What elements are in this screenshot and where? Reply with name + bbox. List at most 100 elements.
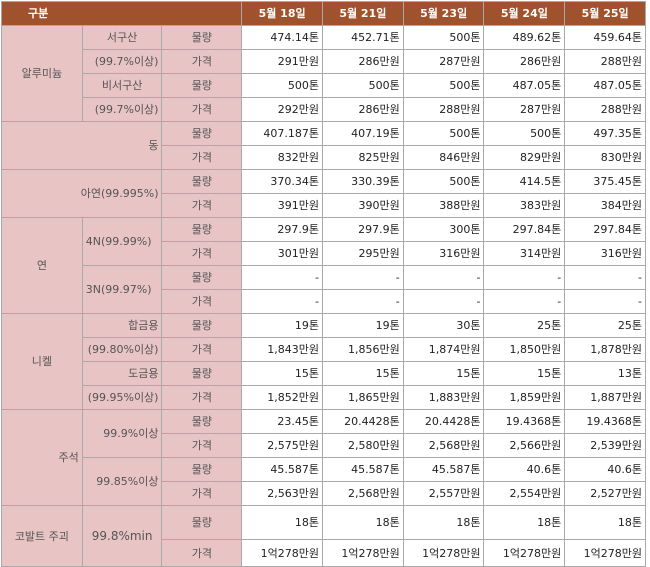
cell-value: 301만원 bbox=[241, 241, 323, 266]
cell-value: - bbox=[321, 289, 404, 314]
cell-value: 1,852만원 bbox=[241, 385, 323, 410]
cell-value: 15톤 bbox=[321, 361, 404, 386]
cell-value: 459.64톤 bbox=[564, 25, 646, 50]
header-row: 구분 5월 18일 5월 21일 5월 23일 5월 24일 5월 25일 bbox=[0, 1, 646, 26]
grade-lead-3n: 3N(99.97%) bbox=[81, 265, 163, 314]
cell-value: 830만원 bbox=[564, 145, 646, 170]
cell-value: 40.6톤 bbox=[483, 457, 566, 482]
unit-price: 가격 bbox=[161, 289, 243, 314]
cell-value: 297.9톤 bbox=[241, 217, 323, 242]
cell-value: 1억278만원 bbox=[321, 539, 404, 567]
unit-volume: 물량 bbox=[161, 265, 243, 290]
table-row: 가격 301만원 295만원 316만원 314만원 316만원 bbox=[2, 241, 646, 266]
cell-value: 23.45톤 bbox=[241, 409, 323, 434]
table-row: 연 4N(99.99%) 물량 297.9톤 297.9톤 300톤 297.8… bbox=[1, 217, 646, 314]
header-date: 5월 24일 bbox=[483, 1, 566, 26]
metal-tin: 주석 bbox=[1, 409, 83, 506]
cell-value: 500톤 bbox=[402, 121, 485, 146]
cell-value: 1,850만원 bbox=[483, 337, 566, 362]
cell-value: 2,575만원 bbox=[241, 433, 323, 458]
table-row: 주석 99.9%이상 물량 23.45톤 20.4428톤 20.4428톤 1… bbox=[1, 409, 646, 506]
cell-value: 497.35톤 bbox=[564, 121, 646, 146]
metal-lead: 연 bbox=[1, 217, 83, 314]
cell-value: 15톤 bbox=[402, 361, 485, 386]
cell-value: 292만원 bbox=[241, 97, 323, 122]
table-row: (99.7%이상) 가격 292만원 286만원 288만원 287만원 288… bbox=[2, 97, 646, 122]
cell-value: 846만원 bbox=[402, 145, 485, 170]
metal-cobalt: 코발트 주괴 bbox=[1, 505, 83, 567]
cell-value: 15톤 bbox=[241, 361, 323, 386]
cell-value: 18톤 bbox=[321, 505, 404, 540]
header-category: 구분 bbox=[0, 1, 243, 26]
cell-value: 13톤 bbox=[564, 361, 646, 386]
cell-value: 25톤 bbox=[483, 313, 566, 338]
cell-value: 30톤 bbox=[402, 313, 485, 338]
cell-value: 1억278만원 bbox=[483, 539, 566, 567]
cell-value: - bbox=[241, 289, 323, 314]
cell-value: 1,856만원 bbox=[321, 337, 404, 362]
unit-price: 가격 bbox=[161, 145, 243, 170]
cell-value: 2,566만원 bbox=[483, 433, 566, 458]
table-row: 도금용 물량 15톤 15톤 15톤 15톤 13톤 bbox=[2, 361, 646, 386]
cell-value: 500톤 bbox=[402, 169, 485, 194]
cell-value: 1,865만원 bbox=[321, 385, 404, 410]
cell-value: 500톤 bbox=[483, 121, 566, 146]
table-row: (99.7%이상) 가격 291만원 286만원 287만원 286만원 288… bbox=[2, 49, 646, 74]
table-row: 가격 1억278만원 1억278만원 1억278만원 1억278만원 1억278… bbox=[2, 539, 646, 567]
cell-value: 286만원 bbox=[321, 49, 404, 74]
header-date: 5월 21일 bbox=[321, 1, 404, 26]
cell-value: 500톤 bbox=[402, 73, 485, 98]
cell-value: 1,887만원 bbox=[564, 385, 646, 410]
cell-value: 384만원 bbox=[564, 193, 646, 218]
cell-value: 2,554만원 bbox=[483, 481, 566, 506]
table-row: 니켈 합금용 물량 19톤 19톤 30톤 25톤 25톤 bbox=[1, 313, 646, 410]
unit-price: 가격 bbox=[161, 193, 243, 218]
grade-plating-purity: (99.95%이상) bbox=[81, 385, 163, 410]
cell-value: 297.84톤 bbox=[564, 217, 646, 242]
cell-value: 500톤 bbox=[321, 73, 404, 98]
cell-value: - bbox=[402, 289, 485, 314]
cell-value: 407.19톤 bbox=[321, 121, 404, 146]
cell-value: 291만원 bbox=[241, 49, 323, 74]
table-row: 알루미늄 서구산 물량 474.14톤 452.71톤 500톤 489.62톤… bbox=[1, 25, 646, 122]
header-date: 5월 25일 bbox=[564, 1, 646, 26]
cell-value: - bbox=[483, 289, 566, 314]
metal-copper: 동 bbox=[0, 121, 163, 170]
table-row: 99.85%이상 물량 45.587톤 45.587톤 45.587톤 40.6… bbox=[2, 457, 646, 506]
cell-value: 314만원 bbox=[483, 241, 566, 266]
cell-value: 500톤 bbox=[241, 73, 323, 98]
table-row: 3N(99.97%) 물량 - - - - - bbox=[2, 265, 646, 314]
cell-value: 286만원 bbox=[483, 49, 566, 74]
cell-value: 487.05톤 bbox=[483, 73, 566, 98]
cell-value: - bbox=[564, 289, 646, 314]
cell-value: 25톤 bbox=[564, 313, 646, 338]
grade-alloy-purity: (99.80%이상) bbox=[81, 337, 163, 362]
cell-value: 1,874만원 bbox=[402, 337, 485, 362]
cell-value: 330.39톤 bbox=[321, 169, 404, 194]
grade-plating: 도금용 bbox=[81, 361, 163, 386]
cell-value: 45.587톤 bbox=[241, 457, 323, 482]
cell-value: 2,539만원 bbox=[564, 433, 646, 458]
cell-value: 1,883만원 bbox=[402, 385, 485, 410]
cell-value: 288만원 bbox=[564, 97, 646, 122]
cell-value: - bbox=[241, 265, 323, 290]
cell-value: 2,557만원 bbox=[402, 481, 485, 506]
unit-volume: 물량 bbox=[161, 457, 243, 482]
cell-value: 370.34톤 bbox=[241, 169, 323, 194]
cell-value: 2,580만원 bbox=[321, 433, 404, 458]
cell-value: 18톤 bbox=[402, 505, 485, 540]
grade-cobalt: 99.8%min bbox=[81, 505, 163, 567]
grade-alloy: 합금용 bbox=[81, 313, 163, 338]
cell-value: 832만원 bbox=[241, 145, 323, 170]
table-row: (99.80%이상) 가격 1,843만원 1,856만원 1,874만원 1,… bbox=[2, 337, 646, 362]
unit-price: 가격 bbox=[161, 49, 243, 74]
metal-zinc: 아연(99.995%) bbox=[0, 169, 163, 218]
unit-price: 가격 bbox=[161, 97, 243, 122]
unit-price: 가격 bbox=[161, 433, 243, 458]
cell-value: 2,568만원 bbox=[402, 433, 485, 458]
table-row: 가격 2,575만원 2,580만원 2,568만원 2,566만원 2,539… bbox=[2, 433, 646, 458]
cell-value: 288만원 bbox=[402, 97, 485, 122]
cell-value: 20.4428톤 bbox=[402, 409, 485, 434]
cell-value: 40.6톤 bbox=[564, 457, 646, 482]
